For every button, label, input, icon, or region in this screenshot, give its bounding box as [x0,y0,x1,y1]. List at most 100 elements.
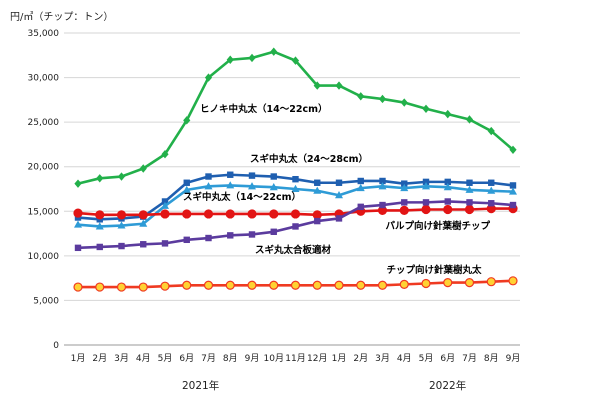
data-point [487,126,495,136]
x-tick-label: 3月 [375,353,390,364]
data-point [465,115,474,124]
data-point [466,199,473,206]
data-point [95,282,105,292]
data-point [226,181,235,189]
x-tick-label: 10月 [264,353,284,364]
series-5 [74,198,517,252]
data-point [290,280,301,290]
data-point [73,208,83,218]
data-point [509,145,517,154]
data-point [422,104,430,113]
data-point [227,171,234,178]
data-point [401,180,408,187]
x-tick-label: 5月 [158,353,173,364]
data-point [139,219,148,227]
data-point [247,209,257,219]
data-point [444,109,452,119]
data-point [292,223,299,230]
data-point [225,280,235,290]
series-annotation: スギ中丸太（24～28cm） [250,153,368,165]
x-tick-label: 7月 [462,353,477,364]
series-4 [73,204,518,220]
data-point [377,280,388,290]
x-tick-label: 8月 [223,353,238,364]
y-tick-label: 10,000 [28,252,60,262]
data-point [291,184,300,192]
data-point [270,173,277,180]
data-point [443,278,453,288]
series-annotation: パルプ向け針葉樹チップ [385,220,490,232]
data-point [335,179,343,186]
x-tick-label: 1月 [332,353,347,364]
data-point [183,236,190,244]
data-point [182,185,191,193]
x-tick-label: 9月 [245,353,260,364]
data-point [161,150,169,159]
data-point [312,210,322,220]
data-point [205,173,212,180]
year-label-2022: 2022年 [429,379,466,392]
data-point [357,92,365,101]
x-tick-label: 12月 [307,353,327,364]
data-point [95,210,105,220]
data-point [161,201,169,209]
x-tick-label: 5月 [419,353,434,364]
data-point [160,281,170,291]
y-tick-label: 35,000 [28,29,60,39]
data-point [248,53,256,63]
y-tick-label: 5,000 [33,296,59,306]
x-tick-label: 7月 [201,353,216,364]
data-point [117,221,126,229]
data-point [509,201,517,209]
data-point [140,241,147,248]
data-point [379,177,386,185]
y-tick-label: 0 [53,341,59,351]
data-point [400,183,409,192]
grid-lines [64,32,520,346]
data-point [378,94,387,104]
data-point [400,98,408,107]
series-3 [74,181,517,230]
data-point [509,187,517,195]
y-tick-label: 25,000 [28,118,60,128]
data-point [399,205,409,215]
data-point [334,280,344,290]
data-point [357,177,364,185]
data-point [399,279,409,289]
data-point [139,164,147,173]
data-point [160,209,170,219]
y-tick-label: 30,000 [28,74,60,84]
x-tick-label: 8月 [484,353,499,364]
data-point [247,280,257,290]
data-point [335,81,343,90]
series-annotation: スギ中丸太（14～22cm） [183,191,301,203]
data-point [378,182,387,190]
year-label-2021: 2021年 [182,379,219,392]
data-point [508,276,518,286]
series-annotations: ヒノキ中丸太（14～22cm） スギ中丸太（24～28cm） スギ中丸太（14～22… [183,103,490,276]
data-point [203,280,214,290]
data-point [422,178,430,186]
x-tick-label: 11月 [285,353,305,364]
data-point [464,278,475,288]
data-point [488,200,495,207]
data-point [138,282,148,292]
data-point [74,244,82,252]
data-point [313,186,322,194]
series-annotation: スギ丸太合板適材 [255,244,332,256]
data-point [270,228,277,235]
data-point [421,204,431,215]
data-point [205,234,212,242]
data-point [422,199,430,206]
data-point [204,182,213,190]
data-point [444,178,451,186]
data-point [269,280,279,290]
data-point [335,215,343,222]
x-tick-label: 4月 [136,353,151,364]
series-annotation: チップ向け針葉樹丸太 [386,264,482,276]
data-point [443,183,452,191]
data-point [466,179,473,186]
data-point [465,185,474,193]
x-tick-label: 6月 [440,353,455,364]
data-point [379,201,386,209]
